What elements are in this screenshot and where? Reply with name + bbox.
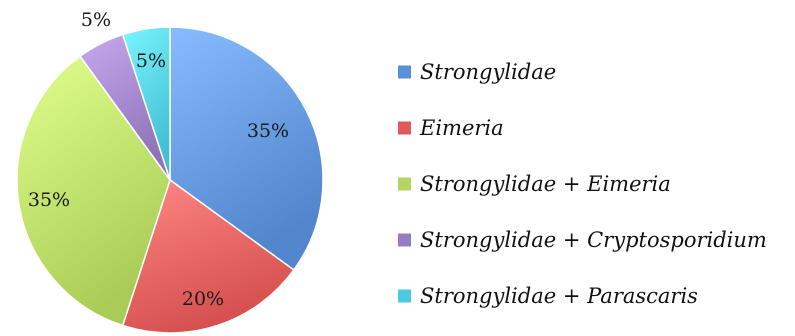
legend-swatch [398, 177, 411, 191]
legend-item-strongylidae: Strongylidae [398, 60, 556, 84]
legend-item-strongylidae-cryptosporidium: Strongylidae + Cryptosporidium [398, 228, 767, 252]
legend-label: Strongylidae + Eimeria [420, 172, 671, 196]
legend-item-strongylidae-eimeria: Strongylidae + Eimeria [398, 172, 671, 196]
slice-label-strongylidae-cryptosporidium: 5% [81, 9, 111, 31]
slice-label-strongylidae-eimeria: 35% [28, 189, 70, 211]
legend-item-strongylidae-parascaris: Strongylidae + Parascaris [398, 284, 698, 308]
pie-slice-strongylidae-parascaris [121, 26, 171, 181]
slice-label-eimeria: 20% [182, 288, 224, 310]
legend-label: Strongylidae + Cryptosporidium [420, 228, 767, 252]
legend-swatch [398, 233, 411, 247]
slice-label-strongylidae-parascaris: 5% [136, 50, 166, 72]
legend: Strongylidae Eimeria Strongylidae + Eimeri… [398, 60, 767, 308]
legend-label: Strongylidae [420, 60, 556, 84]
pie-slice-strongylidae [169, 26, 324, 271]
legend-item-eimeria: Eimeria [398, 116, 504, 140]
legend-swatch [398, 289, 411, 303]
pie-slice-strongylidae-eimeria [16, 55, 171, 327]
pie-slice-labels: 35% 20% 35% 5% 5% [28, 9, 289, 310]
legend-swatch [398, 121, 411, 135]
legend-label: Eimeria [419, 116, 504, 140]
pie-slice-eimeria [121, 178, 295, 334]
legend-label: Strongylidae + Parascaris [420, 284, 698, 308]
slice-label-strongylidae: 35% [247, 120, 289, 142]
legend-swatch [398, 65, 411, 79]
pie-slices [16, 26, 324, 334]
